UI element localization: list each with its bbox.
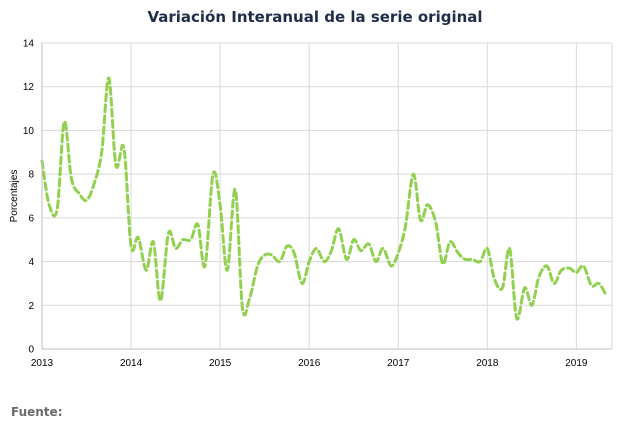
x-tick-label: 2019 xyxy=(565,358,588,369)
x-tick-label: 2016 xyxy=(298,358,321,369)
x-tick-label: 2017 xyxy=(387,358,410,369)
chart-title: Variación Interanual de la serie origina… xyxy=(147,8,483,26)
y-tick-label: 12 xyxy=(23,82,35,93)
y-axis-label: Porcentajes xyxy=(9,170,20,223)
y-tick-label: 10 xyxy=(23,126,35,137)
source-label: Fuente: xyxy=(11,405,63,419)
y-tick-label: 8 xyxy=(28,170,34,181)
y-tick-label: 6 xyxy=(28,213,34,224)
x-tick-label: 2014 xyxy=(120,358,143,369)
x-tick-label: 2015 xyxy=(209,358,232,369)
x-tick-label: 2018 xyxy=(476,358,499,369)
x-tick-label: 2013 xyxy=(31,358,54,369)
series-line xyxy=(40,76,608,321)
y-tick-label: 4 xyxy=(28,257,34,268)
y-tick-label: 0 xyxy=(28,345,34,356)
y-tick-label: 14 xyxy=(23,39,35,50)
y-tick-label: 2 xyxy=(28,301,34,312)
